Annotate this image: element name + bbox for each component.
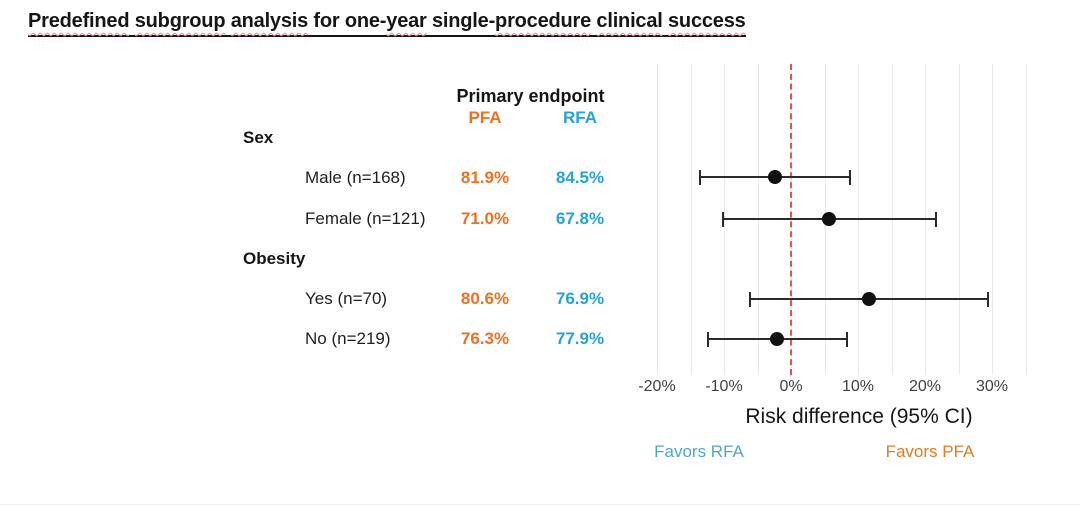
subgroup-label: No (n=219) xyxy=(305,329,391,348)
subgroup-label: Female (n=121) xyxy=(305,209,426,228)
rfa-value: 84.5% xyxy=(555,168,605,187)
subgroup-label: Male (n=168) xyxy=(305,168,406,187)
x-axis-tick-label: -20% xyxy=(638,378,676,395)
rfa-value: 77.9% xyxy=(555,329,605,348)
pfa-value: 76.3% xyxy=(460,329,510,348)
column-header-rfa: RFA xyxy=(563,108,597,127)
favors-rfa-label: Favors RFA xyxy=(654,442,744,461)
subgroup-label: Yes (n=70) xyxy=(305,289,388,308)
plot-gridline xyxy=(992,64,993,375)
table-header-primary-endpoint: Primary endpoint xyxy=(456,86,605,106)
group-label-sex: Sex xyxy=(243,128,274,147)
page-title: Predefined subgroup analysis for one-yea… xyxy=(28,10,746,37)
title-word: success xyxy=(668,10,746,32)
column-header-pfa: PFA xyxy=(468,108,502,127)
confidence-interval-cap-right xyxy=(987,292,989,307)
x-axis-tick-label: 0% xyxy=(779,378,803,395)
confidence-interval-cap-left xyxy=(722,212,724,227)
x-axis-tick-label: 20% xyxy=(908,378,942,395)
title-word: year xyxy=(386,10,427,32)
title-word: analysis xyxy=(230,10,309,32)
pfa-value: 81.9% xyxy=(460,168,510,187)
favors-pfa-label: Favors PFA xyxy=(885,442,975,461)
confidence-interval-cap-left xyxy=(707,332,709,347)
rfa-value: 67.8% xyxy=(555,209,605,228)
title-word: Predefined xyxy=(28,10,130,32)
title-word: one- xyxy=(344,10,387,32)
pfa-value: 71.0% xyxy=(460,209,510,228)
page-title-text: Predefined subgroup analysis for one-yea… xyxy=(28,10,746,37)
confidence-interval-cap-right xyxy=(849,170,851,185)
group-label-obesity: Obesity xyxy=(243,249,306,268)
x-axis-tick-label: -10% xyxy=(705,378,743,395)
plot-gridline xyxy=(657,64,658,375)
point-estimate-marker xyxy=(822,212,836,226)
title-word: for xyxy=(313,10,340,32)
plot-gridline xyxy=(1026,64,1027,375)
x-axis-title: Risk difference (95% CI) xyxy=(745,405,973,428)
point-estimate-marker xyxy=(862,292,876,306)
confidence-interval-cap-left xyxy=(699,170,701,185)
x-axis-tick-label: 30% xyxy=(975,378,1009,395)
confidence-interval-cap-left xyxy=(749,292,751,307)
rfa-value: 76.9% xyxy=(555,289,605,308)
x-axis-tick-label: 10% xyxy=(841,378,875,395)
title-word: single- xyxy=(431,10,496,32)
point-estimate-marker xyxy=(768,170,782,184)
title-word: procedure xyxy=(495,10,592,32)
bottom-divider xyxy=(0,504,1080,505)
plot-gridline xyxy=(691,64,692,375)
plot-gridline xyxy=(959,64,960,375)
pfa-value: 80.6% xyxy=(460,289,510,308)
title-word: clinical xyxy=(596,10,663,32)
point-estimate-marker xyxy=(770,332,784,346)
title-word: subgroup xyxy=(134,10,226,32)
confidence-interval-cap-right xyxy=(846,332,848,347)
confidence-interval-cap-right xyxy=(935,212,937,227)
